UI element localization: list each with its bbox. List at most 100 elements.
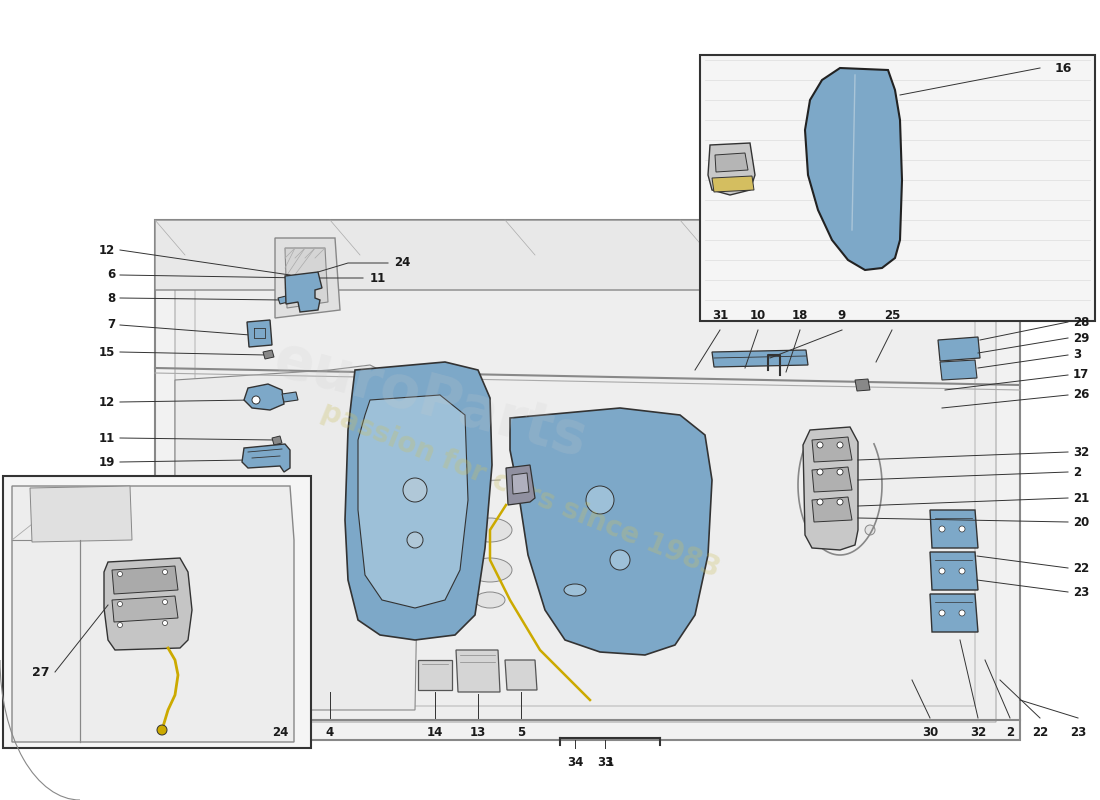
Text: 12: 12 bbox=[99, 395, 116, 409]
Circle shape bbox=[336, 380, 375, 420]
Polygon shape bbox=[805, 68, 902, 270]
Polygon shape bbox=[175, 238, 996, 722]
Circle shape bbox=[610, 550, 630, 570]
Polygon shape bbox=[272, 436, 282, 445]
Text: 18: 18 bbox=[792, 309, 808, 322]
Polygon shape bbox=[812, 467, 852, 492]
Circle shape bbox=[837, 499, 843, 505]
Polygon shape bbox=[242, 444, 290, 472]
Text: 16: 16 bbox=[1055, 62, 1072, 74]
Circle shape bbox=[939, 610, 945, 616]
Bar bbox=[700, 55, 1094, 321]
Ellipse shape bbox=[468, 518, 512, 542]
Circle shape bbox=[163, 599, 167, 605]
Polygon shape bbox=[708, 143, 755, 195]
Text: 10: 10 bbox=[750, 309, 766, 322]
Polygon shape bbox=[510, 408, 712, 655]
Text: 29: 29 bbox=[1072, 331, 1089, 345]
Polygon shape bbox=[112, 596, 178, 622]
Text: 34: 34 bbox=[566, 756, 583, 769]
Polygon shape bbox=[506, 465, 535, 505]
Polygon shape bbox=[938, 337, 980, 361]
Polygon shape bbox=[30, 486, 132, 542]
Text: euroParts: euroParts bbox=[267, 331, 593, 469]
Text: 11: 11 bbox=[370, 271, 386, 285]
Ellipse shape bbox=[468, 558, 512, 582]
Polygon shape bbox=[505, 660, 537, 690]
Text: 19: 19 bbox=[99, 455, 116, 469]
Text: 26: 26 bbox=[1072, 389, 1089, 402]
Circle shape bbox=[586, 486, 614, 514]
Polygon shape bbox=[418, 660, 452, 690]
Text: 21: 21 bbox=[1072, 491, 1089, 505]
Text: 23: 23 bbox=[1072, 586, 1089, 598]
Text: 4: 4 bbox=[326, 726, 334, 739]
Polygon shape bbox=[285, 272, 322, 312]
Text: 27: 27 bbox=[32, 666, 50, 678]
Bar bbox=[3, 476, 311, 748]
Circle shape bbox=[407, 532, 424, 548]
Circle shape bbox=[939, 526, 945, 532]
Circle shape bbox=[865, 525, 874, 535]
Polygon shape bbox=[345, 362, 492, 640]
Circle shape bbox=[959, 526, 965, 532]
Text: 14: 14 bbox=[427, 726, 443, 739]
Text: 22: 22 bbox=[1072, 562, 1089, 574]
Polygon shape bbox=[456, 650, 501, 692]
Circle shape bbox=[959, 568, 965, 574]
Text: 25: 25 bbox=[883, 309, 900, 322]
Polygon shape bbox=[715, 153, 748, 172]
Polygon shape bbox=[275, 238, 340, 318]
Circle shape bbox=[118, 602, 122, 606]
Polygon shape bbox=[12, 486, 294, 742]
Text: 9: 9 bbox=[838, 309, 846, 322]
Polygon shape bbox=[930, 510, 978, 548]
Text: 28: 28 bbox=[1072, 315, 1089, 329]
Text: 24: 24 bbox=[272, 726, 288, 739]
Circle shape bbox=[392, 422, 468, 498]
Text: 32: 32 bbox=[970, 726, 986, 739]
Text: 20: 20 bbox=[1072, 515, 1089, 529]
Polygon shape bbox=[112, 566, 178, 594]
Circle shape bbox=[939, 568, 945, 574]
Polygon shape bbox=[712, 350, 808, 367]
Circle shape bbox=[817, 442, 823, 448]
Circle shape bbox=[403, 478, 427, 502]
Polygon shape bbox=[712, 176, 754, 192]
Ellipse shape bbox=[475, 592, 505, 608]
Circle shape bbox=[812, 532, 828, 548]
Text: 8: 8 bbox=[107, 291, 116, 305]
Polygon shape bbox=[155, 220, 960, 290]
Text: 12: 12 bbox=[99, 243, 116, 257]
Polygon shape bbox=[803, 427, 858, 550]
Text: passion for cars since 1983: passion for cars since 1983 bbox=[317, 397, 724, 583]
Circle shape bbox=[163, 570, 167, 574]
Text: 24: 24 bbox=[394, 257, 410, 270]
Circle shape bbox=[828, 488, 852, 512]
Text: 32: 32 bbox=[1072, 446, 1089, 458]
Text: 13: 13 bbox=[470, 726, 486, 739]
Circle shape bbox=[837, 442, 843, 448]
Polygon shape bbox=[285, 248, 328, 308]
Text: 11: 11 bbox=[99, 431, 116, 445]
Polygon shape bbox=[104, 558, 192, 650]
Polygon shape bbox=[282, 392, 298, 402]
Polygon shape bbox=[175, 365, 420, 710]
Polygon shape bbox=[244, 384, 284, 410]
Text: 3: 3 bbox=[1072, 349, 1081, 362]
Circle shape bbox=[118, 571, 122, 577]
Circle shape bbox=[837, 469, 843, 475]
Polygon shape bbox=[263, 350, 274, 359]
Text: 33: 33 bbox=[597, 756, 613, 769]
Text: 5: 5 bbox=[517, 726, 525, 739]
Text: 30: 30 bbox=[922, 726, 938, 739]
Polygon shape bbox=[855, 379, 870, 391]
Polygon shape bbox=[512, 473, 529, 494]
Text: 17: 17 bbox=[1072, 369, 1089, 382]
Circle shape bbox=[163, 621, 167, 626]
Polygon shape bbox=[930, 552, 978, 590]
Polygon shape bbox=[278, 296, 288, 304]
Circle shape bbox=[817, 469, 823, 475]
Circle shape bbox=[959, 610, 965, 616]
Text: 15: 15 bbox=[99, 346, 116, 358]
